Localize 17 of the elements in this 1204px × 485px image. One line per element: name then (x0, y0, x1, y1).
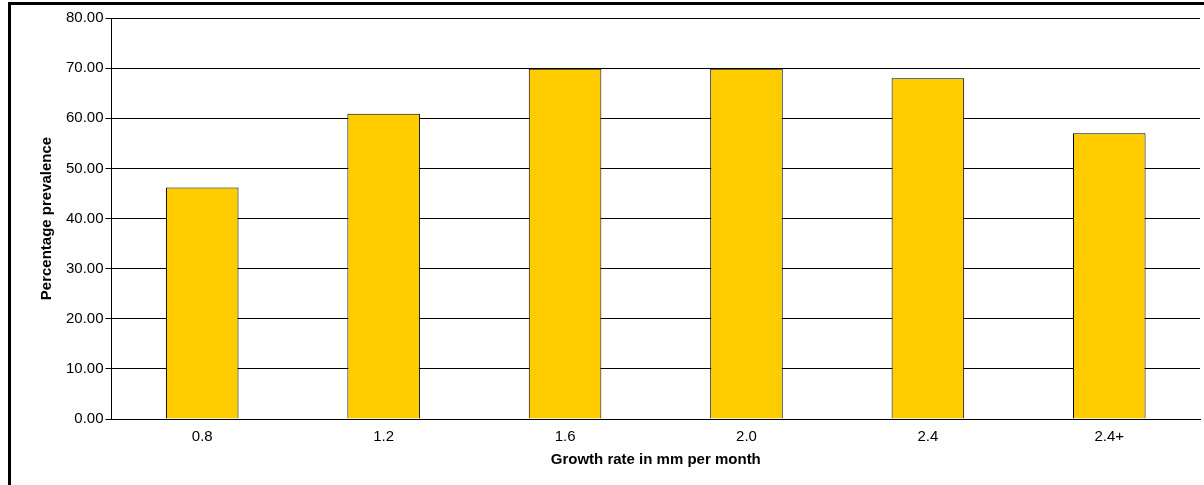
y-tick-label: 10.00 (65, 359, 104, 377)
x-tick-label: 2.4+ (1094, 427, 1125, 445)
y-tick-label: 60.00 (65, 108, 104, 126)
y-tick-label: 70.00 (65, 58, 104, 76)
x-axis-title: Growth rate in mm per month (550, 450, 761, 468)
y-tick-label: 30.00 (65, 258, 104, 276)
x-tick-label: 0.8 (191, 427, 213, 445)
y-tick-label: 0.00 (74, 409, 104, 427)
y-tick-label: 20.00 (65, 308, 104, 326)
y-tick-label: 80.00 (65, 8, 104, 26)
y-axis-title: Percentage prevalence (37, 136, 55, 301)
y-tick-label: 50.00 (65, 158, 104, 176)
x-tick-label: 1.2 (373, 427, 395, 445)
y-tick-label: 40.00 (65, 208, 104, 226)
x-tick-label: 2.4 (917, 427, 939, 445)
x-tick-label: 2.0 (736, 427, 757, 445)
x-tick-label: 1.6 (554, 427, 576, 445)
